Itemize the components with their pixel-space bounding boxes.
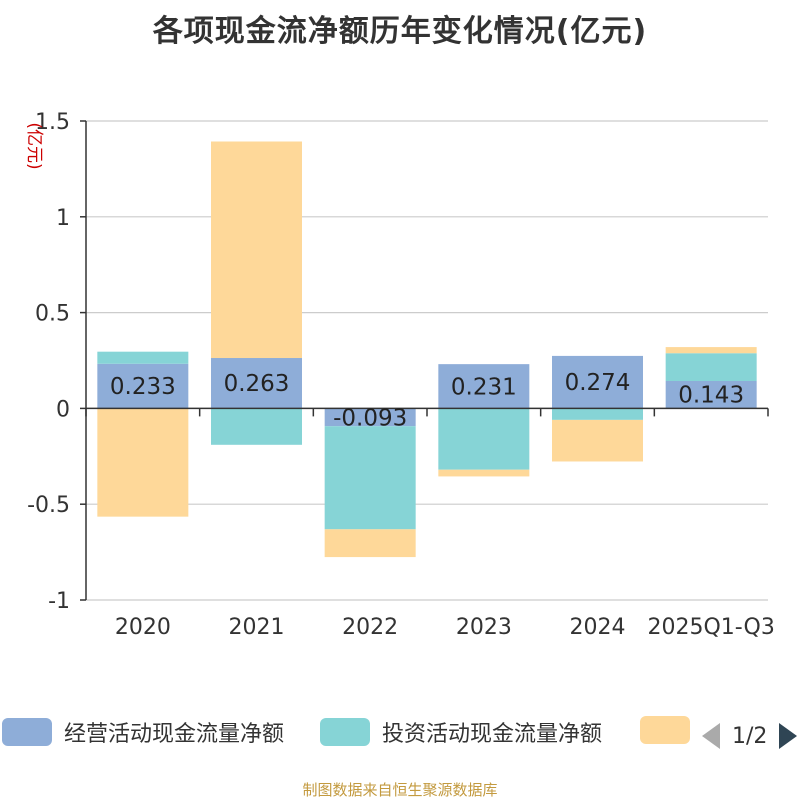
legend: 经营活动现金流量净额 投资活动现金流量净额 1/2	[0, 716, 800, 756]
x-tick-label: 2023	[456, 615, 512, 640]
x-tick-label: 2025Q1-Q3	[647, 615, 774, 640]
legend-item-financing[interactable]	[640, 716, 702, 744]
bar-segment-s1-2024[interactable]	[552, 408, 643, 420]
x-tick-label: 2020	[115, 615, 171, 640]
bars	[97, 141, 757, 558]
bar-segment-s2-2022[interactable]	[324, 529, 416, 558]
data-label-2025Q1-Q3: 0.143	[678, 383, 744, 409]
data-labels: 0.233 0.263 -0.093 0.231 0.274 0.143	[110, 370, 744, 431]
legend-prev-arrow-icon[interactable]	[702, 723, 720, 749]
bar-segment-s0-2024[interactable]	[552, 355, 643, 409]
y-tick-label: -0.5	[27, 493, 70, 518]
data-label-2022: -0.093	[333, 405, 407, 431]
bar-segment-s1-2020[interactable]	[97, 351, 189, 364]
legend-item-operating[interactable]: 经营活动现金流量净额	[2, 716, 284, 748]
data-label-2024: 0.274	[565, 370, 631, 396]
y-axis-unit-label: (亿元)	[24, 122, 44, 169]
bar-segment-s1-2023[interactable]	[438, 408, 530, 470]
bar-segment-s2-2024[interactable]	[552, 419, 643, 462]
bar-segment-s1-2021[interactable]	[211, 408, 302, 445]
legend-next-arrow-icon[interactable]	[779, 723, 798, 749]
chart-title: 各项现金流净额历年变化情况(亿元)	[152, 14, 648, 49]
bar-segment-s2-2020[interactable]	[97, 408, 189, 517]
axes: -1 -0.5 0 0.5 1 1.5 2020 2021 2022 2023 2024 2025Q1…	[27, 110, 775, 640]
y-tick-label: 0.5	[35, 302, 70, 327]
bar-segment-s0-2022[interactable]	[324, 408, 416, 427]
y-tick-label: 1	[56, 206, 70, 231]
bar-segment-s0-2020[interactable]	[97, 363, 189, 409]
legend-swatch-investing	[320, 718, 370, 746]
bar-segment-s1-2025Q1-Q3[interactable]	[665, 353, 757, 382]
y-tick-label: 0	[56, 397, 70, 422]
legend-swatch-operating	[2, 718, 52, 746]
data-label-2020: 0.233	[110, 374, 176, 400]
legend-item-investing[interactable]: 投资活动现金流量净额	[320, 716, 602, 748]
x-tick-label: 2024	[570, 615, 626, 640]
legend-swatch-financing	[640, 716, 690, 744]
source-note: 制图数据来自恒生聚源数据库	[302, 781, 498, 799]
bar-segment-s2-2021[interactable]	[211, 141, 302, 359]
y-tick-label: -1	[48, 589, 70, 614]
legend-label-investing: 投资活动现金流量净额	[382, 722, 603, 747]
data-label-2021: 0.263	[224, 371, 290, 397]
bar-segment-s0-2021[interactable]	[211, 358, 302, 409]
bar-segment-s0-2023[interactable]	[438, 364, 530, 409]
legend-pager: 1/2	[700, 718, 800, 754]
data-label-2023: 0.231	[451, 374, 517, 400]
chart-plot: -1 -0.5 0 0.5 1 1.5 2020 2021 2022 2023 2024 2025Q1…	[24, 110, 775, 640]
bar-segment-s2-2025Q1-Q3[interactable]	[665, 347, 757, 354]
x-tick-label: 2022	[342, 615, 398, 640]
x-tick-label: 2021	[229, 615, 285, 640]
legend-page-indicator: 1/2	[732, 723, 768, 749]
legend-label-operating: 经营活动现金流量净额	[64, 722, 285, 747]
bar-segment-s1-2022[interactable]	[324, 426, 416, 530]
bar-segment-s0-2025Q1-Q3[interactable]	[665, 381, 757, 409]
y-tick-label: 1.5	[35, 110, 70, 135]
bar-segment-s2-2023[interactable]	[438, 469, 530, 477]
